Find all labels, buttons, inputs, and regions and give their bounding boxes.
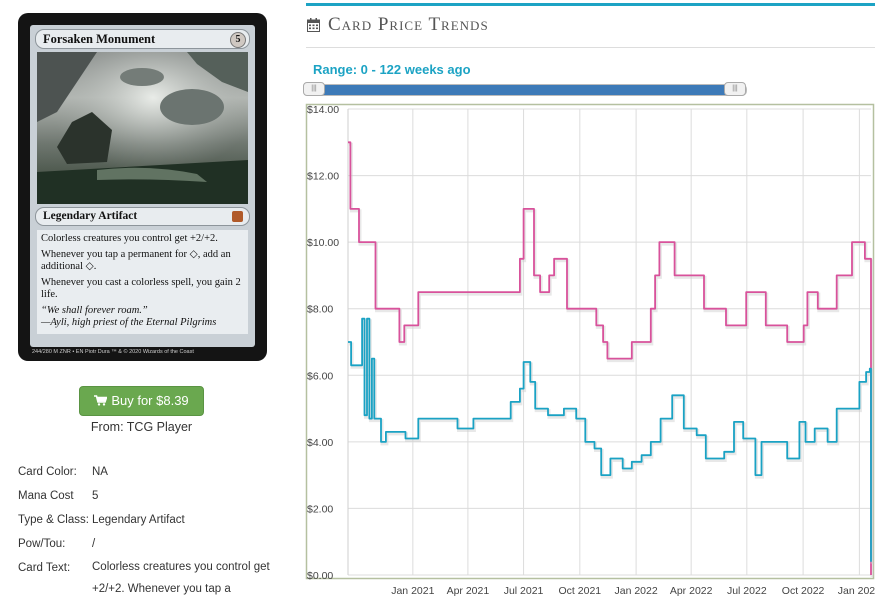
- info-value: NA: [92, 466, 108, 478]
- x-tick-label: Jan 2023: [838, 585, 875, 597]
- x-tick-label: Jan 2021: [391, 585, 434, 597]
- section-title: Card Price Trends: [307, 12, 489, 38]
- card-image: Forsaken Monument 5: [18, 13, 267, 361]
- card-name-bar: Forsaken Monument 5: [35, 29, 250, 49]
- calendar-icon: [307, 14, 320, 40]
- info-label: Mana Cost: [18, 490, 74, 502]
- range-slider-handle-max[interactable]: |||: [724, 82, 746, 96]
- card-rule-2: Whenever you tap a permanent for ◇, add …: [41, 249, 231, 272]
- mana-symbol: 5: [230, 32, 246, 48]
- price-source: From: TCG Player: [90, 420, 193, 434]
- info-value: /: [92, 538, 96, 550]
- x-tick-label: Jul 2022: [727, 585, 767, 597]
- series-shadow: [349, 142, 874, 577]
- series-line-pink: [348, 141, 872, 575]
- card-rule-3: Whenever you cast a colorless spell, you…: [41, 277, 241, 300]
- card-type-bar: Legendary Artifact: [35, 207, 250, 226]
- x-tick-label: Oct 2022: [782, 585, 825, 597]
- card-artwork: [37, 52, 248, 204]
- info-value: Legendary Artifact: [92, 514, 185, 526]
- info-label: Card Color:: [18, 466, 77, 478]
- card-name: Forsaken Monument: [43, 32, 156, 46]
- cart-icon: [94, 388, 108, 416]
- info-row-mana: Mana Cost 5: [18, 484, 278, 508]
- buy-button-label: Buy for $8.39: [111, 393, 189, 408]
- card-type-line: Legendary Artifact: [43, 210, 138, 222]
- y-tick-label: $8.00: [307, 304, 333, 316]
- x-tick-label: Apr 2021: [447, 585, 490, 597]
- card-flavor-1: “We shall forever roam.”: [41, 305, 148, 316]
- card-frame: Forsaken Monument 5: [30, 25, 255, 347]
- x-tick-label: Oct 2021: [559, 585, 602, 597]
- x-tick-label: Jan 2022: [614, 585, 657, 597]
- y-tick-label: $0.00: [307, 570, 333, 582]
- y-tick-label: $10.00: [307, 237, 339, 249]
- info-label: Type & Class:: [18, 514, 89, 526]
- artwork-illustration: [37, 52, 248, 204]
- y-tick-label: $12.00: [307, 171, 339, 183]
- range-slider-handle-min[interactable]: |||: [303, 82, 325, 96]
- section-title-text: Card Price Trends: [328, 14, 489, 35]
- x-tick-label: Jul 2021: [504, 585, 544, 597]
- series-line-teal: [348, 317, 872, 562]
- y-tick-label: $2.00: [307, 503, 333, 515]
- card-rule-1: Colorless creatures you control get +2/+…: [41, 233, 218, 244]
- info-label: Card Text:: [18, 562, 71, 574]
- card-footer: 244/280 M ZNR • EN Piotr Dura ™ & © 2020…: [32, 349, 194, 355]
- series-shadow: [349, 319, 874, 564]
- info-label: Pow/Tou:: [18, 538, 66, 550]
- range-slider-fill: [312, 85, 736, 95]
- card-flavor-2: —Ayli, high priest of the Eternal Pilgri…: [41, 317, 217, 328]
- info-value: Colorless creatures you control get +2/+…: [92, 561, 270, 595]
- info-row-card-text: Card Text: Colorless creatures you contr…: [18, 556, 278, 604]
- x-tick-label: Apr 2022: [670, 585, 713, 597]
- range-label: Range: 0 - 122 weeks ago: [313, 62, 471, 77]
- info-row-color: Card Color: NA: [18, 460, 278, 484]
- buy-button[interactable]: Buy for $8.39: [79, 386, 204, 416]
- set-symbol-icon: [232, 211, 243, 222]
- card-info-table: Card Color: NA Mana Cost 5 Type & Class:…: [18, 460, 278, 604]
- info-row-pow-tou: Pow/Tou: /: [18, 532, 278, 556]
- y-tick-label: $6.00: [307, 370, 333, 382]
- info-value: 5: [92, 490, 99, 502]
- y-tick-label: $4.00: [307, 437, 333, 449]
- range-slider[interactable]: ||| |||: [303, 82, 747, 96]
- y-tick-label: $14.00: [307, 104, 339, 116]
- info-row-type: Type & Class: Legendary Artifact: [18, 508, 278, 532]
- price-chart-svg: $0.00 $2.00 $4.00 $6.00 $8.00 $10.00 $12.00 $14…: [305, 103, 875, 597]
- price-chart: $0.00 $2.00 $4.00 $6.00 $8.00 $10.00 $12.00 $14…: [305, 103, 875, 606]
- header-divider: [306, 47, 875, 48]
- card-text-box: Colorless creatures you control get +2/+…: [37, 230, 248, 334]
- section-top-border: [306, 3, 875, 6]
